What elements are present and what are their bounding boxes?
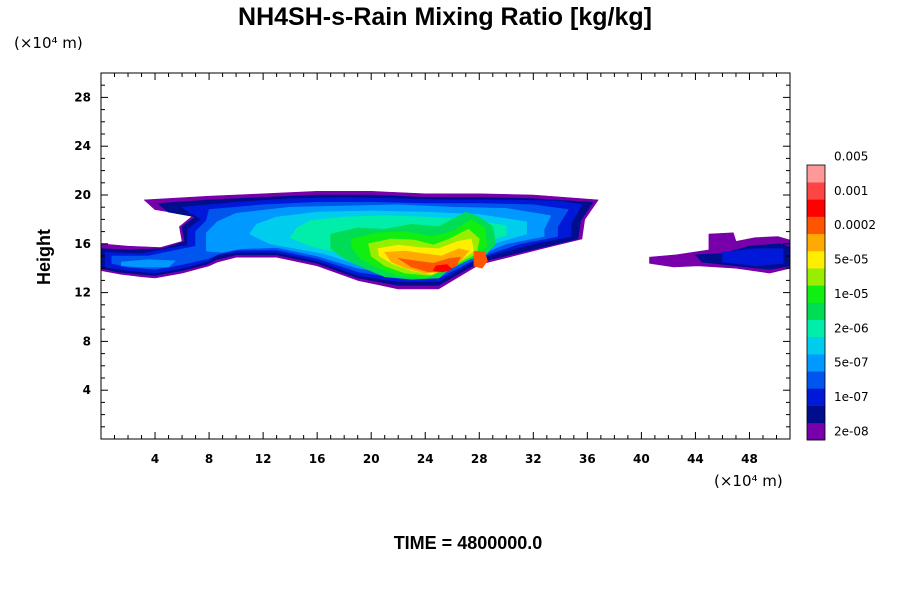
x-tick-label: 48 (741, 452, 758, 466)
colorbar-label: 0.005 (834, 149, 868, 163)
colorbar-swatch (807, 422, 825, 441)
x-unit-label: (×10⁴ m) (714, 472, 783, 490)
colorbar-swatch (807, 233, 825, 252)
y-tick-label: 8 (83, 334, 91, 348)
colorbar-swatch (807, 285, 825, 303)
colorbar-label: 0.0002 (834, 218, 876, 232)
colorbar: 2e-08 1e-07 5e-07 2e-06 1e-05 5e-05 0.0002 0.00… (806, 149, 876, 441)
colorbar-swatch (807, 182, 825, 200)
x-tick-label: 12 (255, 452, 272, 466)
x-tick-label: 28 (471, 452, 488, 466)
y-tick-label: 20 (74, 188, 91, 202)
contour-region-level-4 (121, 259, 176, 268)
x-tick-label: 8 (205, 452, 213, 466)
x-tick-label: 36 (579, 452, 596, 466)
x-tick-label: 32 (525, 452, 542, 466)
colorbar-swatch (807, 216, 825, 235)
colorbar-label: 2e-08 (834, 424, 869, 438)
x-tick-label: 40 (633, 452, 650, 466)
colorbar-swatch (807, 319, 825, 338)
colorbar-swatch (807, 371, 825, 389)
colorbar-swatch (807, 165, 825, 183)
colorbar-label: 1e-07 (834, 390, 869, 404)
colorbar-swatch (807, 405, 825, 424)
y-tick-label: 4 (83, 383, 91, 397)
x-tick-label: 20 (363, 452, 380, 466)
colorbar-label: 5e-05 (834, 253, 869, 267)
contour-region-level-12 (473, 250, 488, 269)
colorbar-swatch (807, 336, 825, 355)
x-tick-label: 24 (417, 452, 434, 466)
y-tick-label: 28 (74, 90, 91, 104)
colorbar-swatch (807, 250, 825, 269)
colorbar-label: 2e-06 (834, 321, 869, 335)
y-tick-label: 24 (74, 139, 91, 153)
colorbar-label: 5e-07 (834, 356, 869, 370)
x-tick-label: 4 (151, 452, 159, 466)
contour-region-level-2 (722, 248, 784, 267)
colorbar-swatch (807, 354, 825, 372)
y-axis-label: Height (34, 229, 54, 285)
chart-title: NH4SH-s-Rain Mixing Ratio [kg/kg] (238, 3, 652, 31)
time-label: TIME = 4800000.0 (394, 533, 543, 553)
colorbar-frame (806, 164, 826, 441)
y-unit-label: (×10⁴ m) (14, 34, 83, 52)
x-tick-label: 44 (687, 452, 704, 466)
colorbar-swatch (807, 268, 825, 286)
colorbar-label: 0.001 (834, 184, 868, 198)
y-tick-label: 16 (74, 237, 91, 251)
plot-area (100, 191, 791, 290)
colorbar-swatch (807, 199, 825, 217)
colorbar-swatch (807, 388, 825, 406)
x-tick-label: 16 (309, 452, 326, 466)
colorbar-swatch (807, 302, 825, 320)
y-tick-label: 12 (74, 286, 91, 300)
contour-region-level-13 (432, 264, 453, 273)
colorbar-label: 1e-05 (834, 287, 869, 301)
